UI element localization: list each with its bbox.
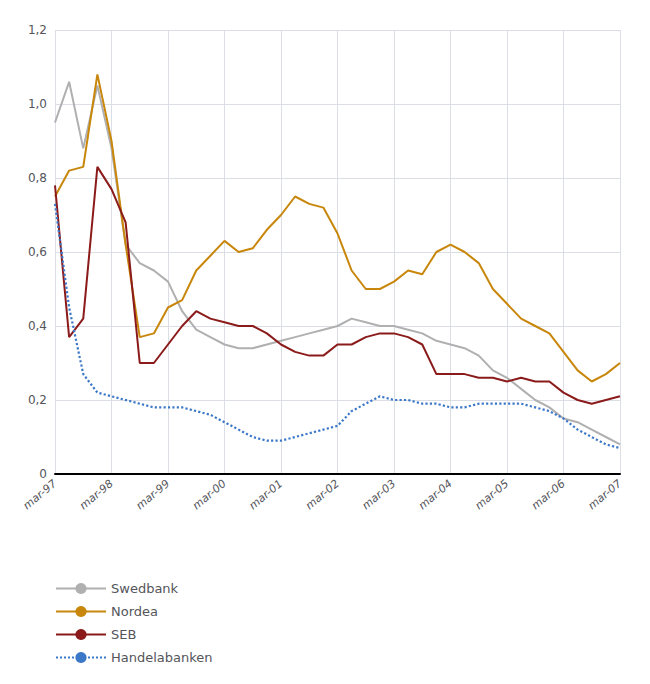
svg-text:1,0: 1,0 xyxy=(28,97,47,111)
svg-text:mar-04: mar-04 xyxy=(416,477,454,512)
svg-text:0,2: 0,2 xyxy=(28,393,47,407)
svg-text:mar-01: mar-01 xyxy=(247,477,285,512)
svg-text:mar-05: mar-05 xyxy=(473,477,511,512)
svg-text:mar-03: mar-03 xyxy=(360,477,398,512)
svg-text:SEB: SEB xyxy=(111,627,136,642)
svg-text:mar-00: mar-00 xyxy=(190,477,228,512)
svg-text:1,2: 1,2 xyxy=(28,23,47,37)
svg-text:mar-06: mar-06 xyxy=(529,477,567,512)
svg-text:0,8: 0,8 xyxy=(28,171,47,185)
svg-text:mar-07: mar-07 xyxy=(586,477,624,512)
svg-text:0: 0 xyxy=(39,467,47,481)
svg-text:0,6: 0,6 xyxy=(28,245,47,259)
svg-text:Nordea: Nordea xyxy=(111,604,158,619)
svg-text:Swedbank: Swedbank xyxy=(111,581,179,596)
svg-text:mar-98: mar-98 xyxy=(77,477,115,512)
svg-text:Handelabanken: Handelabanken xyxy=(111,650,213,665)
svg-text:mar-02: mar-02 xyxy=(303,477,341,512)
svg-text:mar-99: mar-99 xyxy=(134,477,172,512)
svg-text:0,4: 0,4 xyxy=(28,319,47,333)
svg-text:mar-97: mar-97 xyxy=(21,477,59,512)
